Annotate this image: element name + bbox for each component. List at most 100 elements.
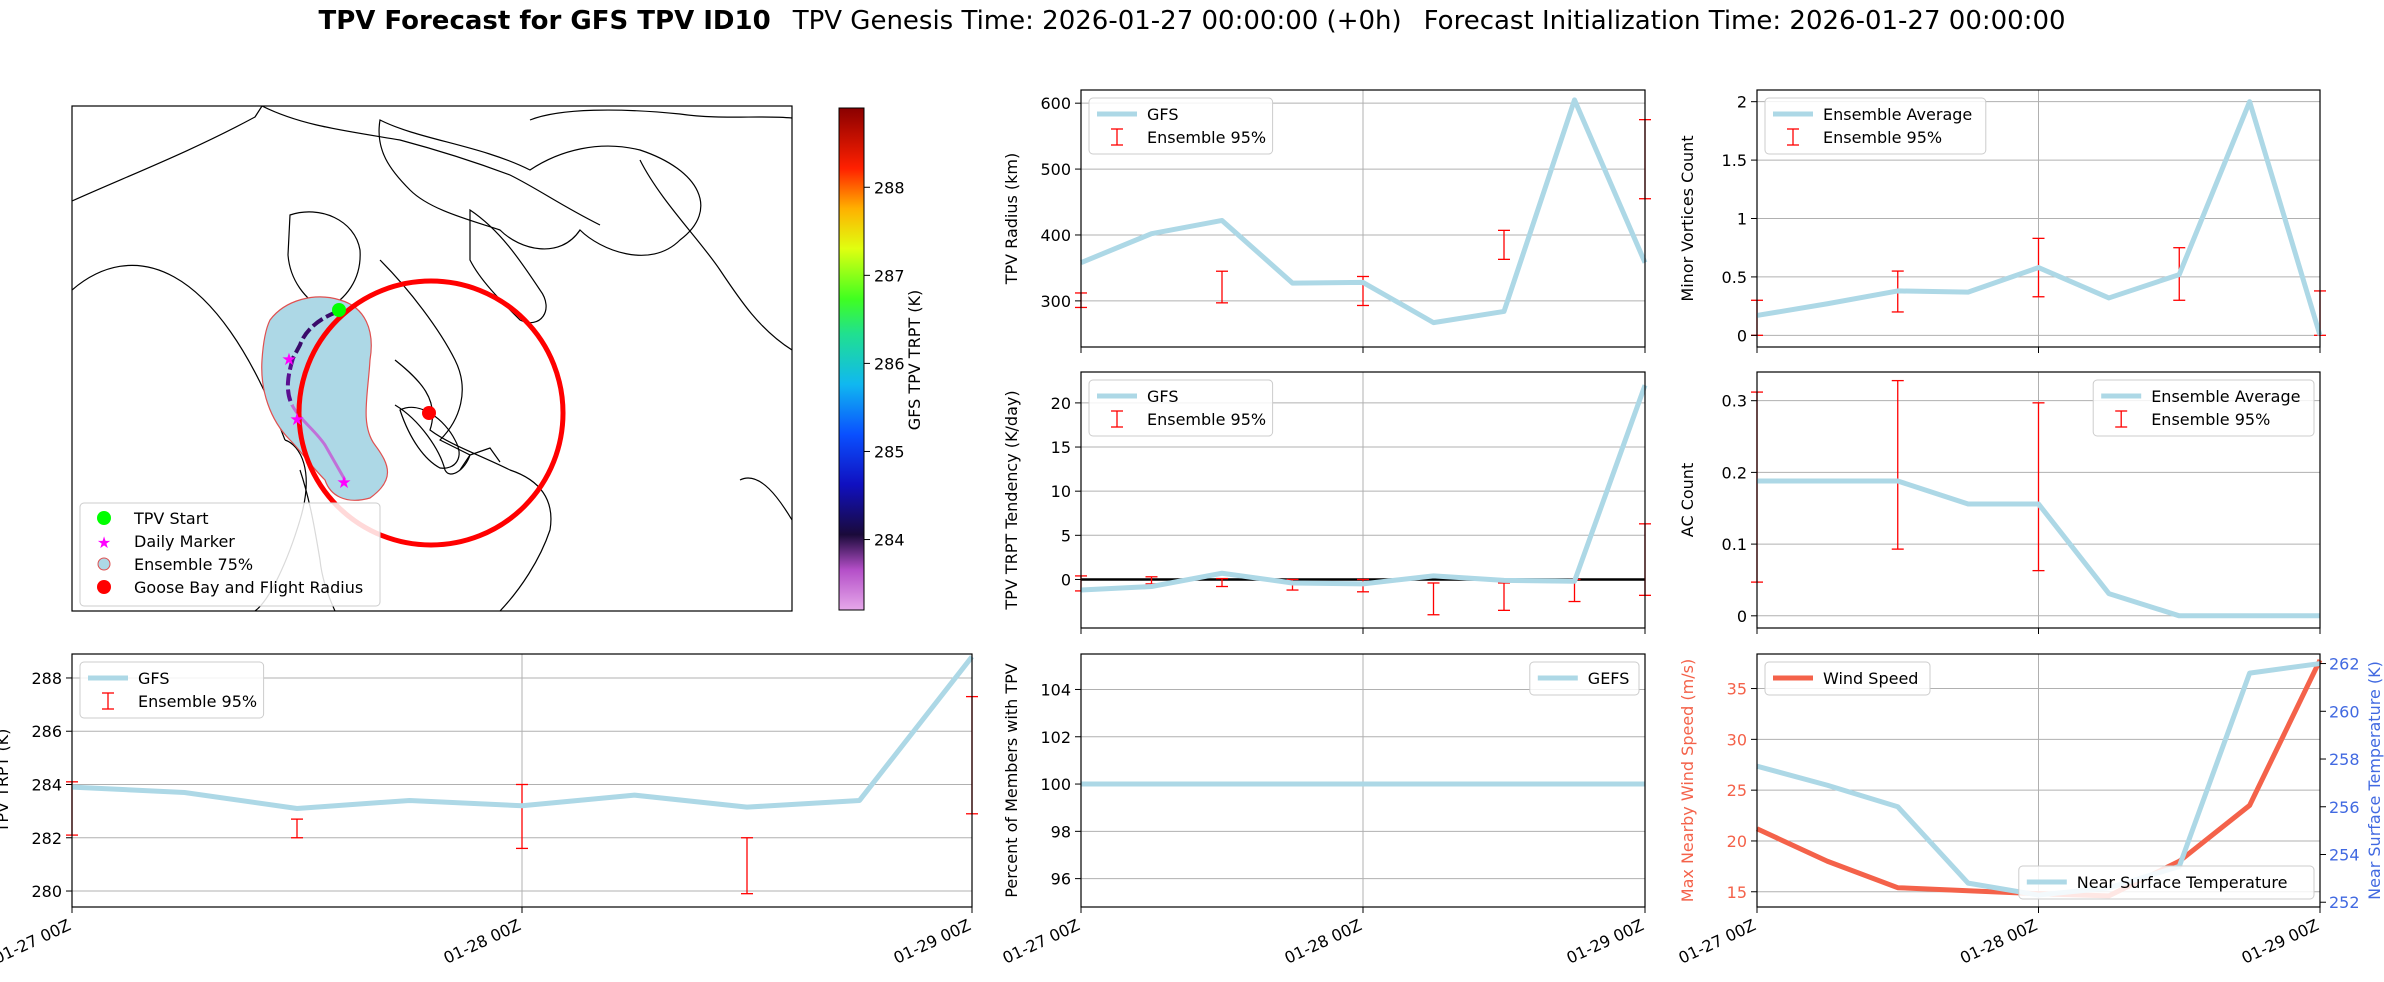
- y-tick-label: 102: [1040, 728, 1071, 747]
- series-line: [1757, 478, 2320, 619]
- map-coastline: [739, 477, 792, 521]
- map-greenland: [529, 109, 792, 121]
- y-tick-label-right: 258: [2329, 750, 2360, 769]
- legend-box: [2018, 865, 2315, 900]
- goose-bay-marker: [422, 406, 436, 420]
- map-greenland: [639, 159, 792, 351]
- figure-title-main: TPV Forecast for GFS TPV ID10: [318, 6, 771, 36]
- y-tick-label: 280: [31, 882, 62, 901]
- colorbar-tick-label: 284: [874, 531, 905, 550]
- x-tick-label: 01-29 00Z: [891, 915, 974, 967]
- legend-label: Ensemble 95%: [138, 692, 257, 711]
- series-line: [71, 655, 974, 811]
- map-legend-label: TPV Start: [133, 509, 209, 528]
- map-geography: ★ ★ ★: [72, 106, 792, 611]
- legend-box: [1764, 97, 1987, 155]
- y-tick-label: 30: [1727, 730, 1747, 749]
- map-coastline: [261, 106, 601, 226]
- map-legend-label: Daily Marker: [134, 532, 235, 551]
- legend-label: GFS: [138, 669, 169, 688]
- legend-label: Ensemble 95%: [1823, 128, 1942, 147]
- colorbar-label: GFS TPV TRPT (K): [905, 290, 924, 430]
- colorbar-gradient: [838, 107, 865, 611]
- y-tick-label: 0: [1737, 326, 1747, 345]
- series-line: [1756, 99, 2323, 337]
- map-legend-label: Ensemble 75%: [134, 555, 253, 574]
- y-tick-label: 500: [1040, 160, 1071, 179]
- y-tick-label: 600: [1040, 94, 1071, 113]
- y-tick-label: 35: [1727, 680, 1747, 699]
- x-tick-label: 01-29 00Z: [2239, 915, 2322, 967]
- y-tick-label-right: 252: [2329, 893, 2360, 912]
- map-island: [378, 119, 702, 256]
- y-tick-label: 2: [1737, 93, 1747, 112]
- legend-label: GFS: [1147, 105, 1178, 124]
- y-tick-label: 0.5: [1722, 268, 1747, 287]
- tpv-track: [291, 310, 338, 359]
- x-tick-label: 01-28 00Z: [1957, 915, 2040, 967]
- y-tick-label: 286: [31, 722, 62, 741]
- y-tick-label-right: 260: [2329, 702, 2360, 721]
- map-border-line: [72, 106, 263, 202]
- colorbar: 284 285 286 287 288 GFS TPV TRPT (K): [838, 107, 924, 611]
- y-tick-label: 100: [1040, 775, 1071, 794]
- x-tick-label: 01-27 00Z: [1000, 915, 1083, 967]
- y-tick-label: 15: [1727, 883, 1747, 902]
- legend-label: GFS: [1147, 387, 1178, 406]
- goose-bay-flight-radius: [296, 278, 566, 548]
- y-axis-label: TPV Radius (km): [1002, 153, 1021, 286]
- chart-radius: 300 400 500 600 TPV Radius (km) GFS Ensemble 9…: [1002, 89, 1651, 353]
- chart-ac: 0 0.1 0.2 0.3 AC Count Ensemble Average Ensemb…: [1678, 371, 2321, 634]
- daily-marker-star: ★: [289, 410, 304, 430]
- colorbar-tick-label: 287: [874, 266, 905, 285]
- y-tick-label: 0.2: [1722, 463, 1747, 482]
- legend-ensemble-swatch: [97, 557, 111, 571]
- legend-goose-bay-swatch: [97, 580, 111, 594]
- legend-tpv-start-swatch: [97, 511, 111, 525]
- map-legend: TPV Start ★ Daily Marker Ensemble 75% Go…: [79, 502, 381, 607]
- map-border-line: [72, 264, 286, 441]
- map-hudson-bay: [287, 211, 361, 311]
- legend-label: Ensemble 95%: [1147, 128, 1266, 147]
- y-axis-label-right: Near Surface Temperature (K): [2365, 661, 2384, 900]
- y-tick-label: 20: [1727, 832, 1747, 851]
- x-tick-label: 01-28 00Z: [441, 915, 524, 967]
- y-tick-label: 400: [1040, 226, 1071, 245]
- colorbar-tick-label: 288: [874, 178, 905, 197]
- x-tick-label: 01-27 00Z: [0, 915, 74, 967]
- figure-title: TPV Forecast for GFS TPV ID10 TPV Genesis…: [0, 6, 2384, 40]
- y-tick-label: 96: [1051, 870, 1071, 889]
- legend-label: Near Surface Temperature: [2077, 873, 2288, 892]
- map-legend-label: Goose Bay and Flight Radius: [134, 578, 363, 597]
- tpv-start-marker: [332, 303, 346, 317]
- tpv-track: [285, 357, 295, 406]
- y-tick-label: 15: [1051, 438, 1071, 457]
- x-tick-label: 01-29 00Z: [1564, 915, 1647, 967]
- y-tick-label: 20: [1051, 394, 1071, 413]
- daily-marker-star: ★: [281, 350, 296, 370]
- y-tick-label: 0.3: [1722, 392, 1747, 411]
- chart-tendency: 0 5 10 15 20 TPV TRPT Tendency (K/day) GFS Ense…: [1002, 371, 1651, 634]
- y-tick-label: 0: [1061, 570, 1071, 589]
- legend-label: Ensemble 95%: [1147, 410, 1266, 429]
- map-frame: [71, 105, 793, 612]
- y-tick-label: 288: [31, 669, 62, 688]
- legend-box: [1529, 661, 1640, 696]
- y-tick-label: 98: [1051, 822, 1071, 841]
- series-line: [1080, 97, 1648, 326]
- y-axis-label: AC Count: [1678, 463, 1697, 537]
- map-island: [394, 404, 501, 475]
- legend-label: Ensemble 95%: [2151, 410, 2270, 429]
- y-tick-label: 282: [31, 829, 62, 848]
- map-island: [469, 208, 547, 324]
- y-tick-label: 300: [1040, 292, 1071, 311]
- y-axis-label: TPV TRPT Tendency (K/day): [1002, 390, 1021, 610]
- y-tick-label: 284: [31, 775, 62, 794]
- figure-title-init: Forecast Initialization Time: 2026-01-27…: [1423, 6, 2066, 36]
- chart-trpt: 280 282 284 286 288 01-27 00Z 01-28 00Z 01-29 0…: [0, 653, 978, 968]
- y-axis-label: Percent of Members with TPV: [1002, 663, 1021, 897]
- legend-daily-marker-swatch: ★: [97, 533, 111, 552]
- y-axis-label: Minor Vortices Count: [1678, 135, 1697, 301]
- colorbar-tick-label: 285: [874, 442, 905, 461]
